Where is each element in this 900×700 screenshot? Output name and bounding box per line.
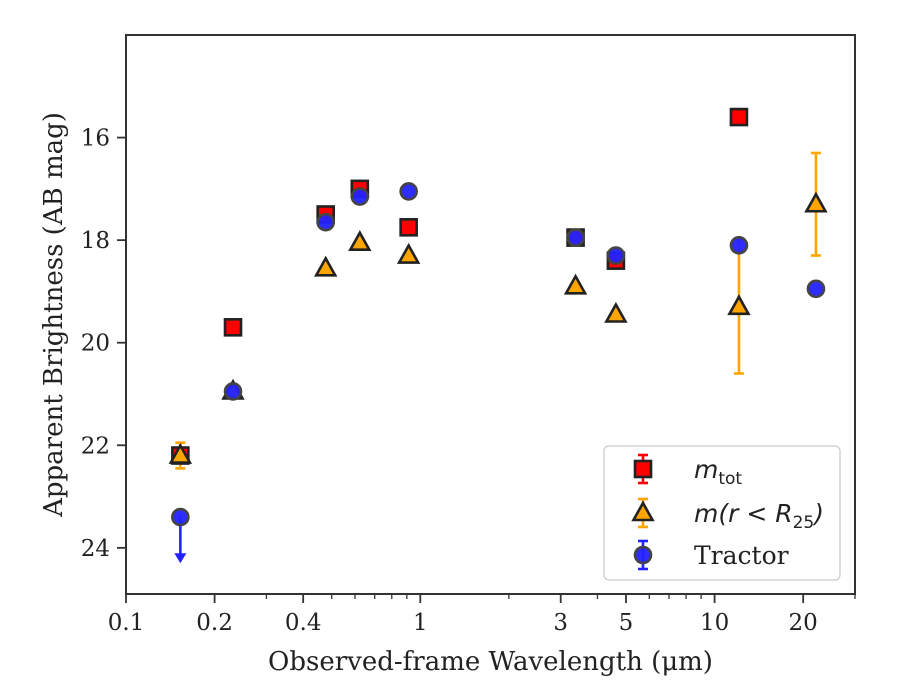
circle-marker [633, 545, 653, 565]
tractor-point [171, 507, 190, 527]
x-tick-label: 0.4 [285, 610, 322, 636]
data-marks [168, 107, 828, 564]
axis-ticks: 0.1 0.2 0.4 1 3 5 10 20 16 18 20 22 24 [81, 126, 856, 636]
square-marker [399, 218, 418, 237]
legend-entry-tractor: Tractor [633, 539, 789, 571]
tractor-point [316, 212, 335, 232]
triangle-marker [168, 442, 193, 464]
m-r25-point [727, 294, 751, 316]
x-tick-label: 1 [413, 610, 428, 636]
x-tick-label: 5 [619, 610, 634, 636]
mtot-point [729, 107, 749, 127]
legend-label-m-r25: m(r < R25) [694, 499, 824, 533]
x-tick-label: 3 [553, 610, 568, 636]
triangle-marker [348, 230, 372, 252]
y-tick-label: 18 [81, 228, 110, 254]
triangle-marker [804, 191, 828, 213]
legend-marker [631, 500, 655, 522]
tractor-point [223, 382, 243, 401]
tractor-point [806, 279, 826, 299]
square-marker [223, 318, 243, 337]
legend-entry-mtot: mtot [633, 453, 742, 489]
tractor-point [729, 235, 749, 255]
circle-marker [729, 235, 749, 255]
tractor-point [399, 182, 418, 201]
triangle-marker [563, 273, 588, 295]
y-tick-label: 20 [81, 331, 110, 357]
triangle-marker [604, 301, 628, 323]
m-r25-point [563, 273, 588, 295]
y-tick-label: 16 [81, 126, 110, 152]
tractor-point [606, 246, 626, 265]
legend-marker [633, 545, 653, 565]
circle-marker [350, 187, 370, 206]
legend-label-tractor: Tractor [694, 541, 789, 570]
tractor-point [566, 228, 585, 247]
m-r25-point [168, 442, 193, 464]
x-tick-label: 0.1 [108, 610, 145, 636]
arrow-head [174, 553, 187, 564]
circle-marker [399, 182, 418, 201]
legend-box [603, 445, 841, 581]
y-axis-label: Apparent Brightness (AB mag) [39, 112, 69, 518]
square-marker [633, 459, 653, 479]
legend-entry-m-r25: m(r < R25) [631, 497, 824, 533]
triangle-marker [631, 500, 655, 522]
x-axis-label: Observed-frame Wavelength (μm) [268, 647, 713, 677]
x-tick-label: 10 [700, 610, 729, 636]
m-r25-point [396, 242, 421, 264]
mtot-point [223, 318, 243, 337]
square-marker [729, 107, 749, 127]
tractor-point [350, 187, 370, 206]
circle-marker [171, 507, 190, 527]
m-r25-point [604, 301, 628, 323]
legend-label-mtot: mtot [694, 455, 742, 489]
x-tick-label: 20 [789, 610, 818, 636]
circle-marker [606, 246, 626, 265]
m-r25-point [348, 230, 372, 252]
mtot-point [399, 218, 418, 237]
legend-marker [633, 459, 653, 479]
y-tick-label: 22 [81, 433, 110, 459]
legend: mtot m(r < R25) Tractor [603, 445, 841, 581]
circle-marker [316, 212, 335, 232]
circle-marker [566, 228, 585, 247]
triangle-marker [313, 255, 338, 277]
circle-marker [806, 279, 826, 299]
plot-frame [125, 34, 856, 595]
y-tick-label: 24 [81, 536, 110, 562]
circle-marker [223, 382, 243, 401]
m-r25-point [313, 255, 338, 277]
m-r25-point [804, 191, 828, 213]
triangle-marker [727, 294, 751, 316]
triangle-marker [396, 242, 421, 264]
x-tick-label: 0.2 [196, 610, 233, 636]
